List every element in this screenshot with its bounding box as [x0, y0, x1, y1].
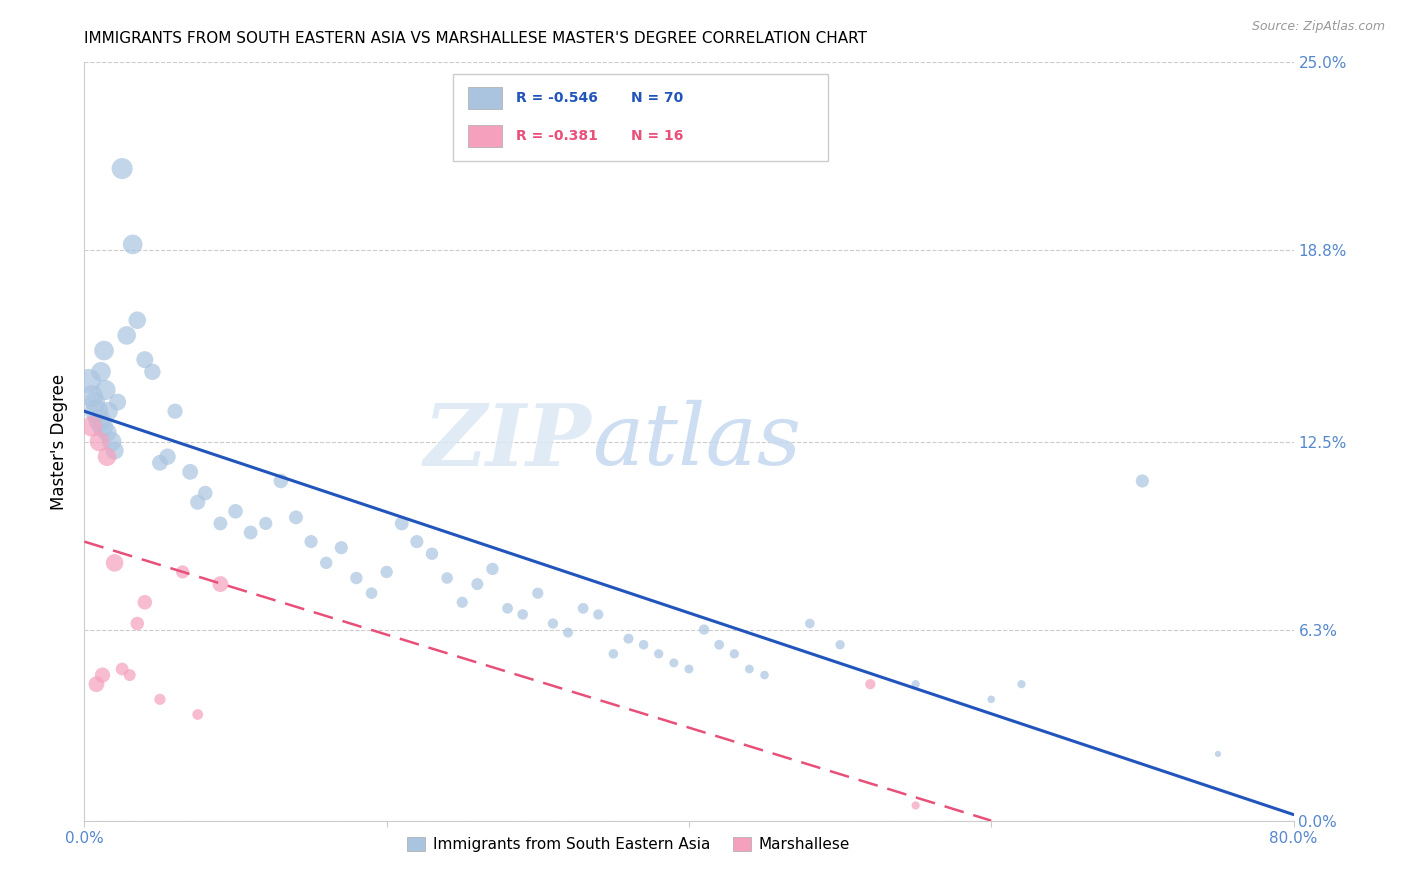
Point — [375, 565, 398, 579]
Point — [904, 677, 927, 691]
Point — [617, 632, 640, 646]
Legend: Immigrants from South Eastern Asia, Marshallese: Immigrants from South Eastern Asia, Mars… — [401, 831, 856, 858]
Point — [111, 161, 134, 176]
Text: Source: ZipAtlas.com: Source: ZipAtlas.com — [1251, 20, 1385, 33]
Point — [420, 547, 443, 561]
Point — [80, 419, 103, 434]
Point — [799, 616, 821, 631]
Point — [104, 556, 127, 570]
Point — [496, 601, 519, 615]
Point — [270, 474, 292, 488]
Point — [1132, 474, 1154, 488]
Point — [557, 625, 579, 640]
Text: R = -0.381: R = -0.381 — [516, 129, 598, 143]
Point — [527, 586, 550, 600]
Point — [602, 647, 624, 661]
Point — [662, 656, 685, 670]
Point — [572, 601, 595, 615]
FancyBboxPatch shape — [453, 74, 828, 161]
Point — [86, 404, 108, 418]
Point — [1011, 677, 1033, 691]
Point — [541, 616, 564, 631]
Point — [254, 516, 277, 531]
Point — [330, 541, 353, 555]
Point — [172, 565, 194, 579]
Point — [723, 647, 745, 661]
Point — [104, 443, 127, 458]
Point — [391, 516, 413, 531]
Point — [709, 638, 731, 652]
Point — [134, 595, 156, 609]
Point — [179, 465, 201, 479]
Point — [633, 638, 655, 652]
Text: R = -0.546: R = -0.546 — [516, 91, 598, 105]
Point — [100, 434, 122, 449]
Point — [91, 668, 114, 682]
Point — [451, 595, 474, 609]
Point — [754, 668, 776, 682]
Point — [86, 677, 108, 691]
Point — [285, 510, 308, 524]
Point — [127, 313, 149, 327]
Point — [346, 571, 368, 585]
Point — [678, 662, 700, 676]
Point — [859, 677, 882, 691]
Point — [80, 389, 103, 403]
Point — [481, 562, 503, 576]
Point — [299, 534, 322, 549]
Point — [360, 586, 382, 600]
Point — [187, 495, 209, 509]
Point — [91, 419, 114, 434]
Point — [89, 413, 111, 427]
Point — [149, 692, 172, 706]
Point — [93, 343, 115, 358]
Text: N = 70: N = 70 — [631, 91, 683, 105]
Point — [96, 450, 118, 464]
Point — [648, 647, 671, 661]
Point — [830, 638, 852, 652]
Point — [90, 365, 112, 379]
Point — [115, 328, 138, 343]
Point — [738, 662, 761, 676]
Point — [77, 374, 100, 388]
Point — [209, 577, 232, 591]
Point — [118, 668, 141, 682]
Point — [588, 607, 610, 622]
Point — [512, 607, 534, 622]
Point — [225, 504, 247, 518]
Point — [693, 623, 716, 637]
Point — [436, 571, 458, 585]
Text: N = 16: N = 16 — [631, 129, 683, 143]
Point — [187, 707, 209, 722]
Point — [96, 425, 118, 440]
Point — [467, 577, 489, 591]
Point — [1206, 747, 1229, 761]
FancyBboxPatch shape — [468, 87, 502, 109]
Point — [406, 534, 429, 549]
Point — [149, 456, 172, 470]
Point — [134, 352, 156, 367]
Point — [156, 450, 179, 464]
Point — [239, 525, 262, 540]
Point — [94, 383, 117, 397]
Point — [209, 516, 232, 531]
Point — [315, 556, 337, 570]
Point — [111, 662, 134, 676]
Point — [89, 434, 111, 449]
Y-axis label: Master's Degree: Master's Degree — [51, 374, 69, 509]
Text: IMMIGRANTS FROM SOUTH EASTERN ASIA VS MARSHALLESE MASTER'S DEGREE CORRELATION CH: IMMIGRANTS FROM SOUTH EASTERN ASIA VS MA… — [84, 31, 868, 46]
Text: atlas: atlas — [592, 401, 801, 483]
Text: ZIP: ZIP — [425, 400, 592, 483]
Point — [194, 486, 217, 500]
Point — [165, 404, 187, 418]
Point — [97, 404, 120, 418]
Point — [127, 616, 149, 631]
Point — [84, 395, 107, 409]
Point — [121, 237, 143, 252]
Point — [107, 395, 129, 409]
Point — [141, 365, 163, 379]
Point — [904, 798, 927, 813]
FancyBboxPatch shape — [468, 126, 502, 146]
Point — [980, 692, 1002, 706]
